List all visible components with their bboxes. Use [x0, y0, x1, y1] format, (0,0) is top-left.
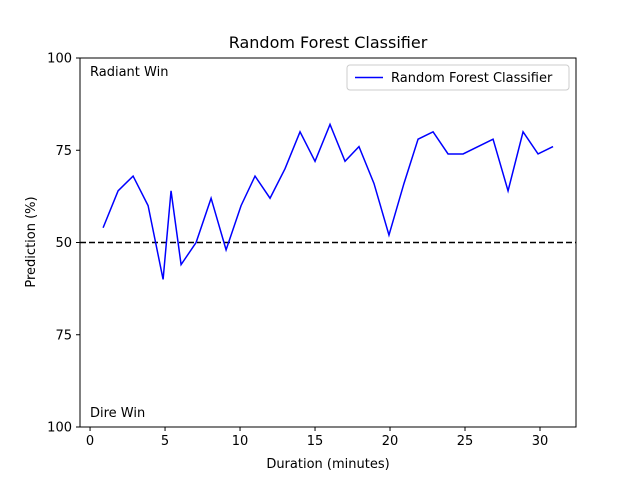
annotation: Radiant Win [90, 65, 168, 80]
x-tick-label: 10 [232, 434, 249, 449]
y-tick-label: 75 [55, 328, 72, 343]
line-series [102, 122, 554, 280]
x-tick-label: 0 [86, 434, 94, 449]
x-tick-label: 15 [307, 434, 324, 449]
chart-title: Random Forest Classifier [229, 33, 428, 52]
y-tick-label: 50 [55, 236, 72, 251]
y-tick-label: 75 [55, 144, 72, 159]
y-tick-label: 100 [47, 421, 72, 436]
y-tick-label: 100 [47, 52, 72, 67]
x-tick-label: 20 [382, 434, 399, 449]
x-tick-label: 5 [161, 434, 169, 449]
x-tick-label: 30 [532, 434, 549, 449]
legend-box [346, 64, 570, 91]
y-axis-label: Prediction (%) [24, 196, 39, 287]
legend-label: Random Forest Classifier [391, 71, 553, 86]
x-axis-label: Duration (minutes) [266, 457, 389, 472]
annotation: Dire Win [90, 406, 145, 421]
x-tick-label: 25 [457, 434, 474, 449]
